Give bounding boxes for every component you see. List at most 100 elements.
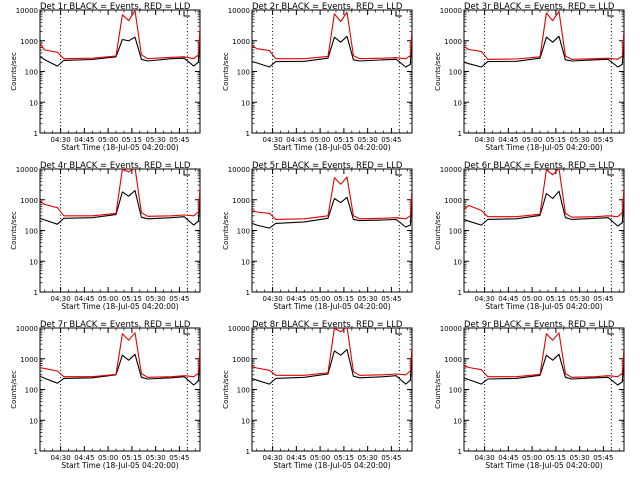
x-tick-label: 05:15 [122, 136, 142, 144]
x-tick-label: 05:30 [146, 295, 166, 303]
y-tick-label: 1 [34, 448, 38, 456]
corner-bracket-mark [395, 329, 402, 335]
events-series-line [40, 31, 200, 67]
lld-series-line [40, 332, 200, 378]
chart-panel-4: Det 4r BLACK = Events, RED = LLD 1 10 100 10… [10, 161, 201, 311]
chart-title: Det 7r BLACK = Events, RED = LLD [40, 320, 191, 330]
x-tick-label: 05:15 [546, 136, 566, 144]
y-tick-label: 100 [237, 69, 250, 77]
x-axis-label: Start Time (18-Jul-05 04:20:00) [273, 143, 390, 152]
events-series-line [252, 348, 412, 385]
x-tick-label: 04:30 [263, 136, 283, 144]
x-tick-label: 04:45 [498, 295, 518, 303]
y-tick-label: 1 [34, 130, 38, 138]
corner-bracket-mark [183, 170, 190, 176]
x-tick-label: 04:30 [51, 136, 71, 144]
y-tick-label: 1 [246, 130, 250, 138]
chart-title: Det 9r BLACK = Events, RED = LLD [464, 320, 615, 330]
x-tick-label: 05:15 [334, 295, 354, 303]
events-series-line [40, 189, 200, 226]
corner-bracket-mark [183, 329, 190, 335]
x-tick-label: 05:15 [334, 454, 354, 462]
x-tick-label: 05:00 [522, 295, 542, 303]
y-tick-label: 100 [449, 228, 462, 236]
y-tick-label: 100 [237, 228, 250, 236]
y-tick-label: 10000 [440, 7, 462, 15]
x-axis-label: Start Time (18-Jul-05 04:20:00) [61, 302, 178, 311]
x-axis-label: Start Time (18-Jul-05 04:20:00) [61, 461, 178, 470]
y-tick-label: 100 [449, 69, 462, 77]
x-tick-label: 05:30 [358, 136, 378, 144]
x-tick-label: 05:15 [122, 295, 142, 303]
x-tick-label: 05:45 [593, 454, 613, 462]
lld-series-line [40, 169, 200, 217]
chart-title: Det 6r BLACK = Events, RED = LLD [464, 161, 615, 171]
x-tick-label: 05:45 [381, 454, 401, 462]
x-tick-label: 04:45 [286, 295, 306, 303]
chart-title: Det 8r BLACK = Events, RED = LLD [252, 320, 403, 330]
y-tick-label: 10 [29, 417, 38, 425]
y-axis-label: Counts/sec [10, 211, 18, 250]
chart-panel-5: Det 5r BLACK = Events, RED = LLD 1 10 100 10… [222, 161, 413, 311]
corner-bracket-mark [607, 329, 614, 335]
y-tick-label: 1000 [232, 197, 250, 205]
x-tick-label: 04:45 [286, 136, 306, 144]
x-tick-label: 05:45 [169, 295, 189, 303]
x-axis-label: Start Time (18-Jul-05 04:20:00) [485, 302, 602, 311]
y-tick-label: 10000 [228, 325, 250, 333]
lld-series-line [464, 169, 624, 218]
y-axis-label: Counts/sec [222, 370, 230, 409]
x-tick-label: 05:45 [593, 136, 613, 144]
x-axis-label: Start Time (18-Jul-05 04:20:00) [61, 143, 178, 152]
x-tick-label: 04:30 [475, 136, 495, 144]
x-tick-label: 04:30 [51, 454, 71, 462]
y-tick-label: 100 [237, 387, 250, 395]
chart-title: Det 5r BLACK = Events, RED = LLD [252, 161, 403, 171]
lld-series-line [252, 328, 412, 376]
chart-panel-2: Det 2r BLACK = Events, RED = LLD 1 10 100 10… [222, 2, 413, 152]
events-series-line [252, 191, 412, 229]
chart-title: Det 4r BLACK = Events, RED = LLD [40, 161, 191, 171]
y-tick-label: 1 [246, 289, 250, 297]
plot-frame [251, 168, 413, 293]
x-tick-label: 05:30 [358, 295, 378, 303]
lld-series-line [464, 10, 624, 60]
chart-panel-3: Det 3r BLACK = Events, RED = LLD 1 10 100 10… [434, 2, 625, 152]
corner-bracket-mark [183, 11, 190, 17]
y-axis-label: Counts/sec [10, 370, 18, 409]
x-tick-label: 04:30 [263, 454, 283, 462]
x-tick-label: 05:45 [169, 136, 189, 144]
events-series-line [464, 350, 624, 386]
y-tick-label: 1000 [20, 356, 38, 364]
x-tick-label: 05:00 [98, 295, 118, 303]
y-tick-label: 1 [246, 448, 250, 456]
x-tick-label: 05:15 [546, 454, 566, 462]
x-tick-label: 05:30 [358, 454, 378, 462]
x-tick-label: 04:45 [286, 454, 306, 462]
x-tick-label: 05:30 [146, 136, 166, 144]
y-tick-label: 1 [34, 289, 38, 297]
y-tick-label: 10000 [16, 325, 38, 333]
y-tick-label: 10000 [228, 166, 250, 174]
y-tick-label: 1000 [444, 356, 462, 364]
corner-bracket-mark [395, 11, 402, 17]
y-tick-label: 10 [241, 258, 250, 266]
x-tick-label: 04:45 [498, 136, 518, 144]
y-tick-label: 1000 [444, 197, 462, 205]
y-tick-label: 10000 [440, 166, 462, 174]
y-tick-label: 1 [458, 289, 462, 297]
y-tick-label: 1000 [232, 38, 250, 46]
y-tick-label: 10 [453, 417, 462, 425]
y-tick-label: 10 [241, 417, 250, 425]
corner-bracket-mark [607, 170, 614, 176]
x-tick-label: 04:30 [475, 454, 495, 462]
x-tick-label: 05:30 [146, 454, 166, 462]
x-tick-label: 05:00 [522, 454, 542, 462]
y-tick-label: 100 [25, 69, 38, 77]
x-tick-label: 05:45 [381, 295, 401, 303]
lld-series-line [252, 176, 412, 220]
x-tick-label: 04:30 [475, 295, 495, 303]
y-tick-label: 100 [449, 387, 462, 395]
x-tick-label: 05:00 [310, 136, 330, 144]
